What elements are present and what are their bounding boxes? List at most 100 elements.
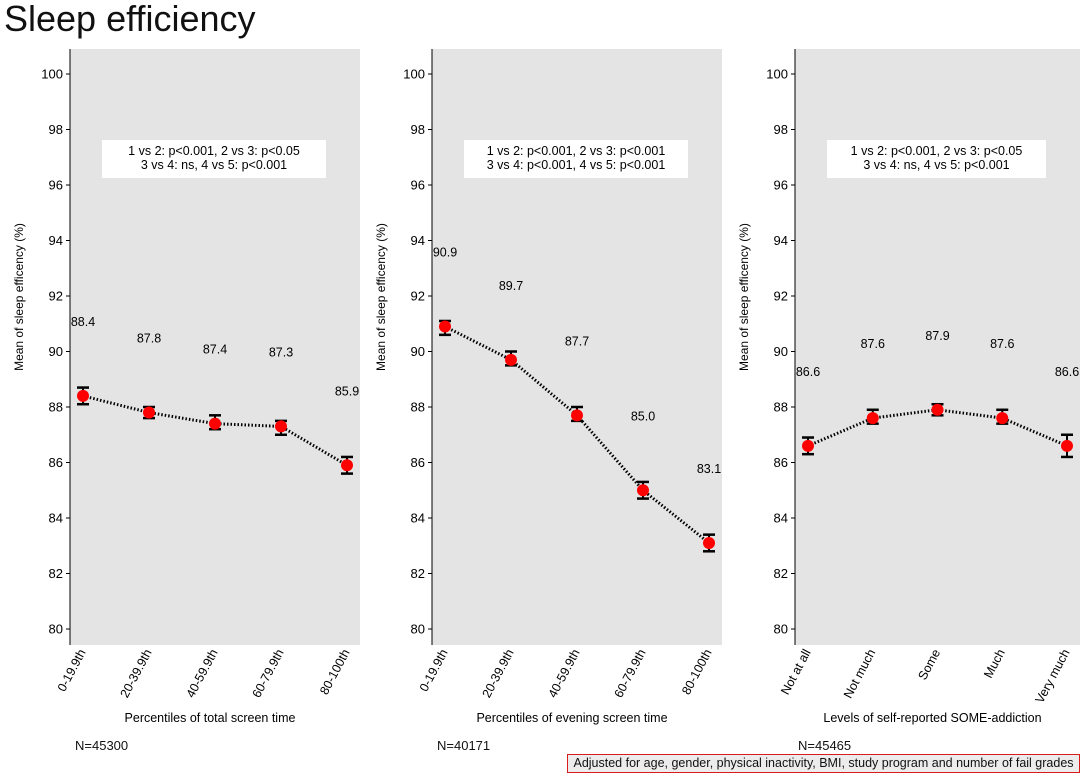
- data-point: [866, 412, 879, 425]
- data-point: [505, 353, 517, 366]
- pvalue-annotation-box: [102, 140, 326, 178]
- data-value-label: 85.0: [631, 409, 655, 423]
- y-tick-label: 94: [411, 233, 425, 248]
- y-tick-label: 96: [49, 178, 63, 193]
- data-value-label: 87.6: [990, 337, 1014, 351]
- y-tick-label: 88: [774, 400, 788, 415]
- data-value-label: 87.8: [137, 332, 161, 346]
- panel-3: 80 82 84 86 88 90 92 94 96 98 100 Mean of sleep eff…: [737, 49, 1080, 725]
- y-tick-label: 94: [49, 233, 63, 248]
- y-tick-label: 84: [411, 511, 425, 526]
- y-tick-label: 82: [49, 566, 63, 581]
- panel-1: 80 82 84 86 88 90 92 94 96 98 100 Mean of sleep eff…: [12, 49, 360, 725]
- panel-2: 80 82 84 86 88 90 92 94 96 98 100 Mean of sleep eff…: [374, 49, 722, 725]
- data-value-label: 85.9: [335, 384, 359, 398]
- data-value-label: 87.7: [565, 334, 589, 348]
- y-tick-label: 92: [411, 289, 425, 304]
- data-value-label: 87.3: [269, 345, 293, 359]
- data-value-label: 87.9: [925, 329, 949, 343]
- x-tick-label: 80-100th: [317, 647, 353, 697]
- data-point: [703, 536, 715, 549]
- y-tick-label: 86: [411, 455, 425, 470]
- pvalue-annotation-line: 1 vs 2: p<0.001, 2 vs 3: p<0.05: [851, 144, 1023, 158]
- y-tick-label: 90: [774, 344, 788, 359]
- panel-3-background: [795, 49, 1080, 645]
- x-tick-label: Much: [981, 647, 1008, 681]
- x-tick-label: 0-19.9th: [417, 647, 451, 694]
- data-value-label: 83.1: [697, 462, 721, 476]
- data-value-label: 89.7: [499, 279, 523, 293]
- pvalue-annotation-line: 1 vs 2: p<0.001, 2 vs 3: p<0.05: [128, 144, 300, 158]
- y-tick-label: 98: [49, 122, 63, 137]
- x-axis-label: Levels of self-reported SOME-addiction: [823, 711, 1041, 725]
- y-axis-label: Mean of sleep efficency (%): [737, 223, 751, 371]
- y-tick-label: 90: [411, 344, 425, 359]
- data-point: [931, 403, 944, 416]
- x-tick-label: 0-19.9th: [55, 647, 89, 694]
- y-tick-label: 96: [411, 178, 425, 193]
- data-point: [1061, 439, 1073, 452]
- y-tick-label: 92: [49, 289, 63, 304]
- chart-main-title: Sleep efficiency: [4, 0, 256, 39]
- data-point: [143, 406, 155, 419]
- y-axis-label: Mean of sleep efficency (%): [374, 223, 388, 371]
- y-tick-label: 82: [774, 566, 788, 581]
- data-point: [341, 459, 353, 472]
- x-tick-label: 20-39.9th: [479, 647, 516, 700]
- pvalue-annotation-box: [464, 140, 688, 178]
- x-tick-label: Not much: [841, 647, 878, 701]
- y-tick-label: 90: [49, 344, 63, 359]
- data-value-label: 87.4: [203, 343, 227, 357]
- data-point: [439, 320, 451, 333]
- y-tick-label: 96: [774, 178, 788, 193]
- y-tick-label: 88: [49, 400, 63, 415]
- y-tick-label: 84: [774, 511, 788, 526]
- x-tick-label: 60-79.9th: [249, 647, 286, 700]
- data-value-label: 90.9: [433, 246, 457, 260]
- pvalue-annotation-line: 1 vs 2: p<0.001, 2 vs 3: p<0.001: [487, 144, 666, 158]
- adjustment-footnote: Adjusted for age, gender, physical inact…: [567, 754, 1080, 773]
- y-tick-label: 80: [49, 622, 63, 637]
- data-point: [996, 412, 1009, 425]
- x-tick-label: 60-79.9th: [611, 647, 648, 700]
- y-tick-label: 84: [49, 511, 63, 526]
- x-tick-label: 40-59.9th: [545, 647, 582, 700]
- data-value-label: 86.6: [1055, 365, 1079, 379]
- data-point: [209, 417, 221, 430]
- x-tick-label: Some: [915, 647, 943, 682]
- y-tick-label: 98: [774, 122, 788, 137]
- x-tick-label: 80-100th: [679, 647, 715, 697]
- x-tick-label: Not at all: [778, 647, 814, 697]
- panel-1-sample-size: N=45300: [75, 738, 129, 753]
- x-tick-label: 40-59.9th: [183, 647, 220, 700]
- y-tick-label: 100: [766, 67, 788, 82]
- y-tick-label: 82: [411, 566, 425, 581]
- x-tick-label: Very much: [1033, 647, 1073, 706]
- data-value-label: 86.6: [796, 365, 820, 379]
- y-tick-label: 92: [774, 289, 788, 304]
- y-tick-label: 98: [411, 122, 425, 137]
- pvalue-annotation-line: 3 vs 4: ns, 4 vs 5: p<0.001: [863, 158, 1009, 172]
- data-value-label: 87.6: [861, 337, 885, 351]
- series-line: [807, 408, 1068, 448]
- pvalue-annotation-box: [827, 140, 1046, 178]
- data-point: [571, 409, 583, 422]
- data-point: [77, 389, 89, 402]
- y-tick-label: 80: [411, 622, 425, 637]
- data-point: [637, 484, 649, 497]
- data-point: [802, 439, 814, 452]
- x-axis-label: Percentiles of total screen time: [125, 711, 296, 725]
- y-tick-label: 86: [774, 455, 788, 470]
- panel-2-sample-size: N=40171: [437, 738, 491, 753]
- series-line: [444, 325, 710, 545]
- y-tick-label: 80: [774, 622, 788, 637]
- y-axis-label: Mean of sleep efficency (%): [12, 223, 26, 371]
- y-tick-label: 100: [41, 67, 63, 82]
- y-tick-label: 100: [403, 67, 425, 82]
- pvalue-annotation-line: 3 vs 4: ns, 4 vs 5: p<0.001: [141, 158, 287, 172]
- x-axis-label: Percentiles of evening screen time: [476, 711, 667, 725]
- y-tick-label: 94: [774, 233, 788, 248]
- panel-3-sample-size: N=45465: [798, 738, 852, 753]
- x-tick-label: 20-39.9th: [117, 647, 154, 700]
